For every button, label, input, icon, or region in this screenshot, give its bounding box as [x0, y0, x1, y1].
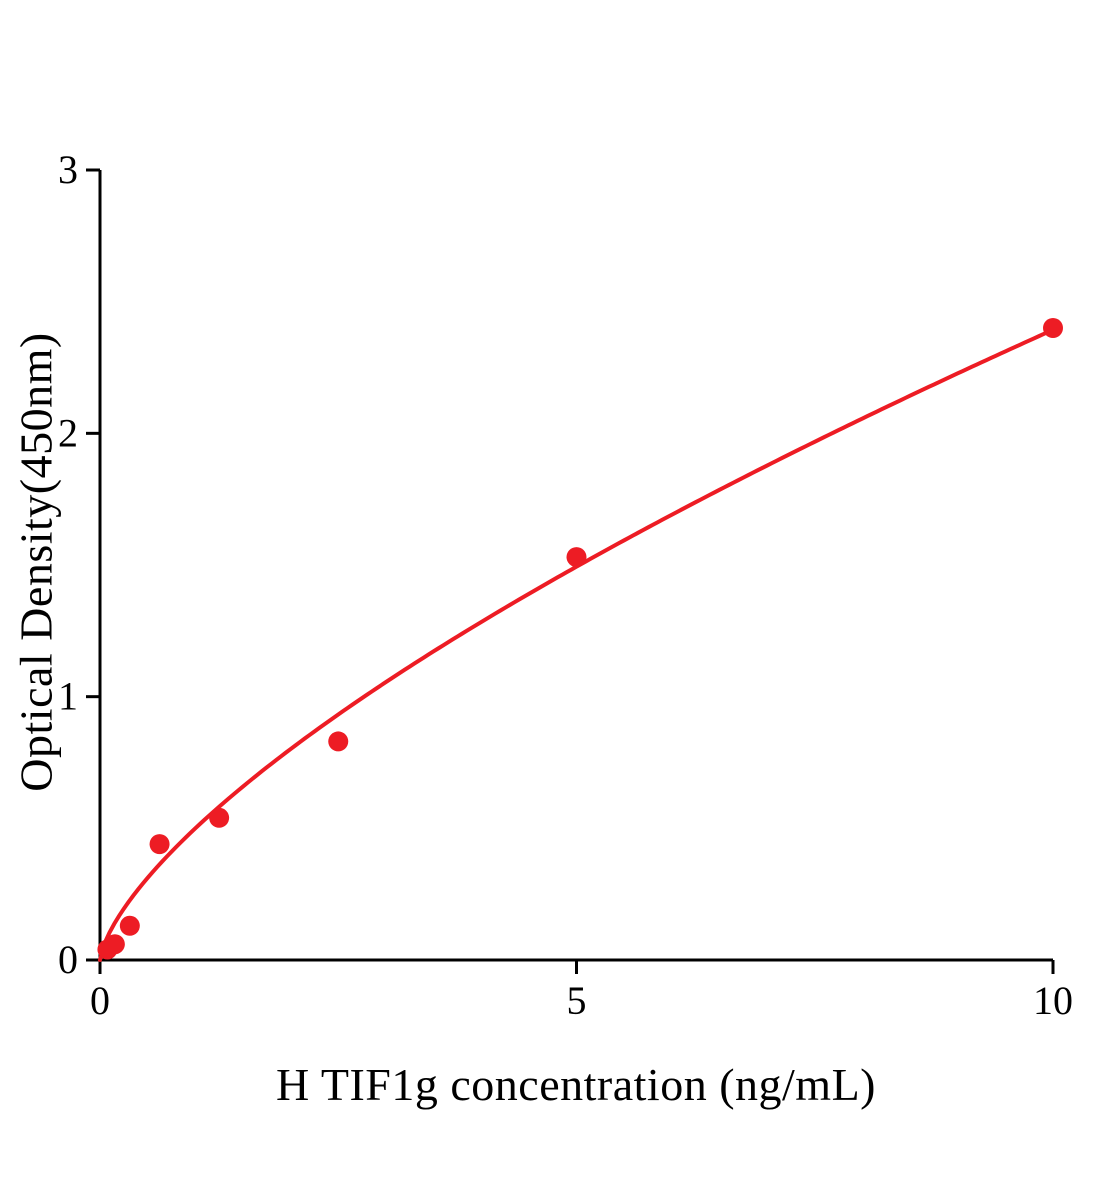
x-tick-label: 0	[90, 978, 110, 1023]
y-tick-label: 0	[58, 937, 78, 982]
data-point	[119, 915, 140, 936]
y-tick-label: 3	[58, 147, 78, 192]
y-tick-label: 1	[58, 674, 78, 719]
x-tick-label: 10	[1033, 978, 1073, 1023]
fit-curve	[98, 327, 1055, 962]
data-point	[328, 731, 349, 752]
y-tick-label: 2	[58, 410, 78, 455]
data-point	[566, 547, 587, 568]
x-tick-label: 5	[567, 978, 587, 1023]
x-axis-title: H TIF1g concentration (ng/mL)	[275, 1059, 877, 1110]
y-axis-title: Optical Density(450nm)	[10, 332, 62, 792]
data-point	[104, 934, 125, 955]
data-point	[209, 807, 230, 828]
data-point	[1043, 318, 1063, 338]
data-point	[149, 834, 170, 855]
